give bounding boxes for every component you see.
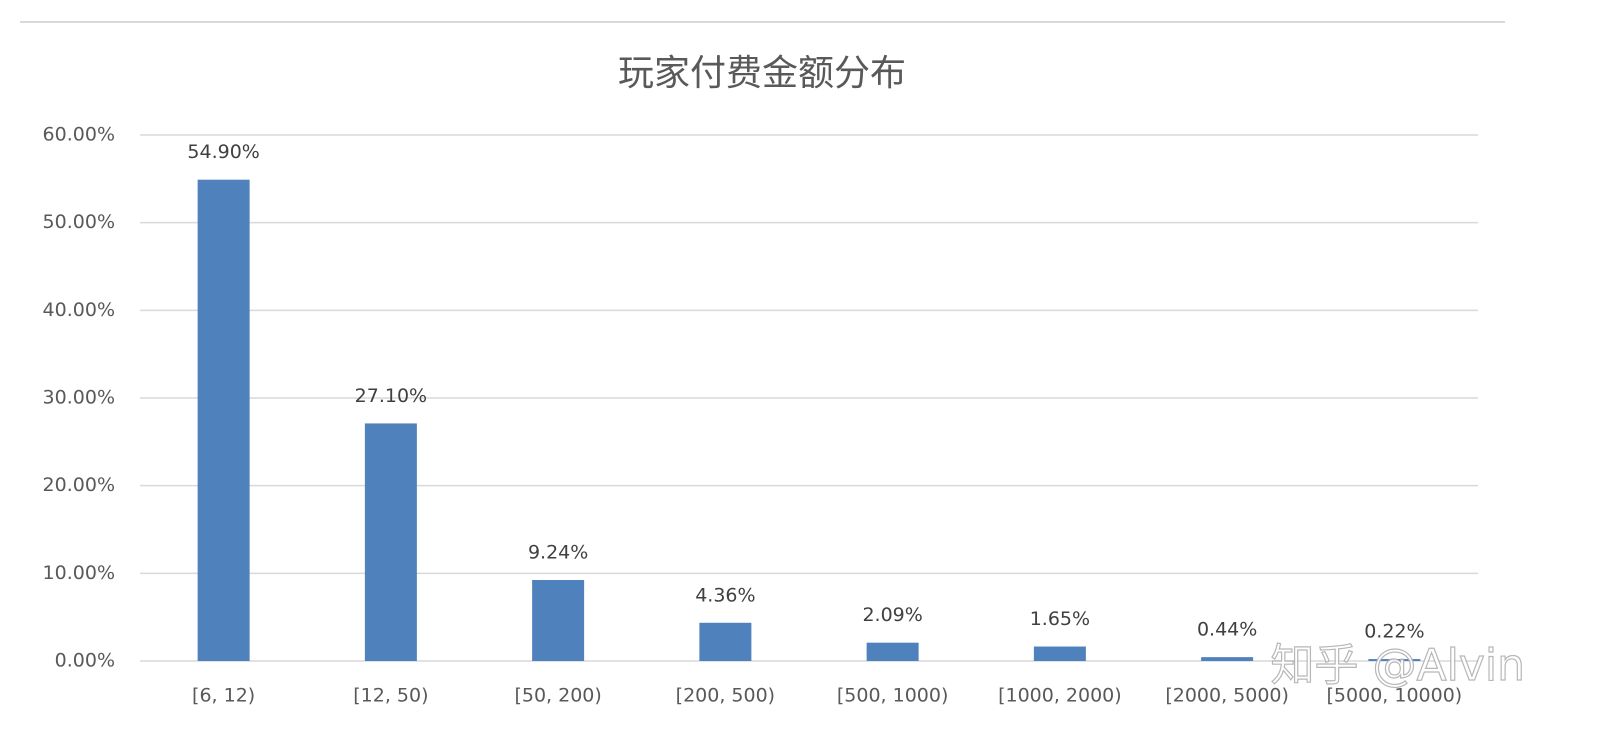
bar: [1033, 646, 1086, 661]
bar: [364, 423, 417, 661]
chart-title: 玩家付费金额分布: [618, 53, 906, 94]
x-tick-label: [50, 200): [514, 685, 601, 707]
value-label: 54.90%: [187, 141, 259, 163]
value-label: 0.44%: [1197, 619, 1257, 641]
x-tick-label: [6, 12): [192, 685, 255, 707]
value-label: 0.22%: [1364, 621, 1424, 643]
value-label: 1.65%: [1030, 608, 1090, 630]
value-label: 2.09%: [862, 604, 922, 626]
x-tick-label: [200, 500): [676, 685, 775, 707]
x-tick-label: [500, 1000): [837, 685, 949, 707]
y-tick-label: 10.00%: [43, 562, 115, 584]
bar: [699, 622, 752, 661]
y-tick-label: 0.00%: [55, 650, 115, 672]
bar: [1368, 659, 1421, 661]
x-tick-label: [1000, 2000): [998, 685, 1122, 707]
watermark: 知乎 @Alvin: [1271, 640, 1525, 691]
x-tick-label: [2000, 5000): [1165, 685, 1289, 707]
value-label: 27.10%: [355, 385, 427, 407]
value-label: 9.24%: [528, 541, 588, 563]
y-tick-label: 60.00%: [43, 124, 115, 146]
bar: [866, 642, 919, 661]
bar: [1201, 657, 1254, 661]
y-tick-label: 40.00%: [43, 299, 115, 321]
y-tick-label: 50.00%: [43, 211, 115, 233]
y-tick-label: 30.00%: [43, 387, 115, 409]
bar: [197, 179, 250, 661]
bar: [532, 579, 585, 661]
x-tick-label: [12, 50): [353, 685, 428, 707]
x-tick-label: [5000, 10000): [1327, 685, 1463, 707]
value-label: 4.36%: [695, 584, 755, 606]
y-tick-label: 20.00%: [43, 474, 115, 496]
